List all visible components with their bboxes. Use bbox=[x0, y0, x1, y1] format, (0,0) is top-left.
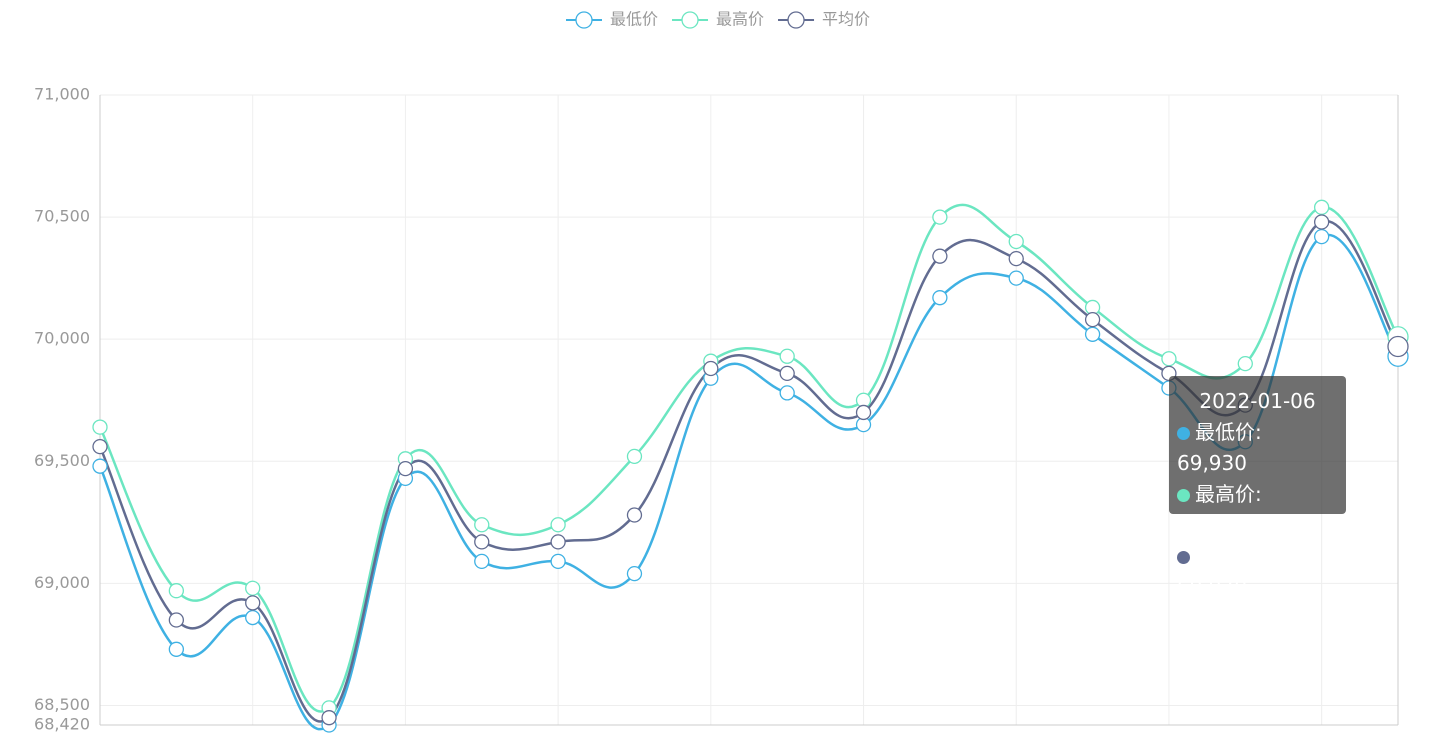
legend-label: 最高价 bbox=[716, 10, 764, 29]
point-marker bbox=[397, 460, 414, 477]
tooltip-name: 平均价 bbox=[1195, 544, 1255, 568]
tooltip-row: 最低价: 69,930 bbox=[1177, 420, 1262, 475]
point-marker bbox=[92, 458, 108, 474]
point-marker bbox=[932, 248, 948, 264]
point-marker bbox=[168, 641, 185, 657]
point-marker bbox=[779, 365, 795, 382]
tooltip-title: 2022-01-06 bbox=[1199, 389, 1316, 413]
point-marker bbox=[474, 553, 490, 570]
point-marker bbox=[1008, 233, 1024, 250]
point-marker bbox=[550, 517, 566, 533]
y-tick-label: 71,000 bbox=[34, 85, 90, 104]
tooltip-row: 最高价: 70,010 bbox=[1177, 482, 1262, 537]
point-marker bbox=[703, 360, 719, 377]
point-marker bbox=[626, 565, 643, 582]
point-marker bbox=[1084, 326, 1101, 342]
point-marker bbox=[168, 583, 185, 599]
legend-marker bbox=[787, 11, 805, 29]
point-marker bbox=[779, 385, 795, 401]
y-tick-label: 70,500 bbox=[34, 207, 90, 226]
tooltip-dot bbox=[1177, 489, 1190, 502]
y-tick-label: 69,000 bbox=[34, 573, 90, 592]
point-marker bbox=[626, 507, 643, 523]
point-marker bbox=[1084, 312, 1101, 328]
point-marker bbox=[550, 553, 566, 570]
point-marker bbox=[245, 580, 261, 596]
tooltip-name: 最高价 bbox=[1195, 482, 1255, 506]
legend-marker bbox=[575, 11, 593, 29]
y-tick-label: 69,500 bbox=[34, 451, 90, 470]
y-tick-label: 70,000 bbox=[34, 329, 90, 348]
point-marker bbox=[626, 448, 643, 465]
point-marker bbox=[932, 209, 948, 225]
legend-marker bbox=[681, 11, 699, 29]
point-marker bbox=[932, 290, 948, 306]
point-marker bbox=[1008, 270, 1024, 286]
point-marker bbox=[245, 609, 261, 626]
series-line bbox=[98, 203, 1400, 713]
point-marker bbox=[855, 404, 872, 421]
point-marker bbox=[92, 438, 108, 455]
legend-item: 最高价 bbox=[672, 10, 764, 29]
point-marker bbox=[92, 419, 108, 435]
tooltip: 2022-01-06 最低价: 69,930 最高价: 70,010 平均价: 69,… bbox=[1169, 376, 1346, 599]
point-marker bbox=[245, 595, 261, 611]
point-marker bbox=[474, 534, 490, 550]
legend-item: 平均价 bbox=[778, 10, 870, 29]
legend-label: 最低价 bbox=[610, 10, 658, 29]
point-marker bbox=[474, 517, 490, 533]
point-marker bbox=[1237, 355, 1253, 372]
point-marker bbox=[1387, 335, 1409, 358]
point-marker bbox=[321, 710, 337, 726]
tooltip-dot bbox=[1177, 427, 1190, 440]
y-tick-label: 68,420 bbox=[34, 715, 90, 734]
point-marker bbox=[1313, 199, 1330, 215]
tooltip-value: 69,970 bbox=[1177, 575, 1247, 599]
tooltip-value: 69,930 bbox=[1177, 451, 1247, 475]
point-marker bbox=[550, 534, 566, 550]
point-marker bbox=[168, 612, 185, 628]
point-marker bbox=[1161, 351, 1177, 367]
point-marker bbox=[779, 348, 795, 364]
y-tick-label: 68,500 bbox=[34, 695, 90, 714]
point-marker bbox=[1313, 214, 1330, 230]
legend-item: 最低价 bbox=[566, 10, 658, 29]
legend-label: 平均价 bbox=[822, 10, 870, 29]
tooltip-row: 平均价: 69,970 bbox=[1177, 544, 1262, 599]
tooltip-value: 70,010 bbox=[1177, 513, 1247, 537]
tooltip-dot bbox=[1177, 551, 1190, 564]
tooltip-name: 最低价 bbox=[1195, 420, 1255, 444]
point-marker bbox=[1313, 228, 1330, 245]
point-marker bbox=[1008, 250, 1024, 267]
